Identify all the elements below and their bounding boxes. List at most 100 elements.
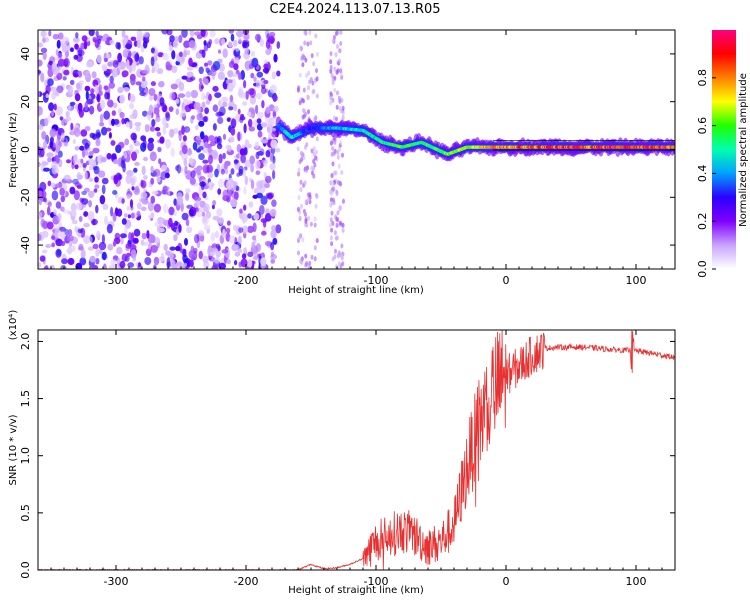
spectrogram-noise-cell: [330, 200, 334, 206]
spectrogram-noise-cell: [78, 80, 85, 85]
spectrogram-noise-cell: [148, 88, 156, 96]
spectrogram-noise-cell: [89, 236, 93, 244]
spectrogram-noise-cell: [300, 203, 303, 209]
spectrogram-noise-cell: [214, 38, 220, 45]
spectrogram-noise-cell: [296, 146, 300, 152]
spectrogram-noise-cell: [103, 110, 111, 120]
spectrogram-noise-cell: [238, 91, 246, 99]
spectrogram-noise-cell: [198, 146, 204, 151]
spectrogram-noise-cell: [198, 153, 205, 161]
spectrogram-noise-cell: [307, 215, 311, 221]
spectrogram-noise-cell: [65, 111, 70, 118]
spectrogram-noise-cell: [144, 257, 152, 265]
spectrogram-noise-cell: [234, 57, 240, 65]
spectrogram-noise-cell: [270, 258, 276, 264]
spectrogram-noise-cell: [237, 108, 241, 115]
spectrogram-noise-cell: [333, 66, 337, 72]
spectrogram-noise-cell: [136, 210, 141, 217]
spectrogram-noise-cell: [75, 82, 81, 90]
spectrogram-noise-cell: [188, 208, 194, 217]
spectrogram-noise-cell: [129, 73, 136, 82]
spectrogram-noise-cell: [298, 72, 302, 78]
y-tick-label: 0.5: [19, 504, 32, 522]
spectrogram-noise-cell: [117, 174, 123, 180]
spectrogram-noise-cell: [84, 126, 91, 132]
spectrogram-noise-cell: [256, 71, 264, 78]
spectrogram-noise-cell: [329, 51, 333, 57]
spectrogram-noise-cell: [329, 140, 333, 146]
spectrogram-noise-cell: [208, 154, 213, 165]
spectrogram-noise-cell: [65, 50, 70, 58]
spectrogram-noise-cell: [38, 124, 44, 130]
spectrogram-noise-cell: [221, 38, 226, 45]
colorbar-tick-label: 0.6: [696, 117, 709, 135]
spectrogram-noise-cell: [296, 207, 300, 213]
spectrogram-noise-cell: [250, 179, 255, 190]
spectrogram-noise-cell: [173, 234, 178, 242]
spectrogram-noise-cell: [341, 152, 344, 158]
spectrogram-noise-cell: [128, 65, 133, 74]
spectrogram-noise-cell: [94, 84, 98, 94]
spectrogram-noise-cell: [56, 39, 61, 49]
spectrogram-noise-cell: [39, 212, 43, 218]
spectrogram-noise-cell: [133, 228, 141, 237]
colorbar-gradient: [712, 30, 736, 269]
spectrogram-noise-cell: [88, 165, 94, 171]
spectrogram-noise-cell: [216, 143, 223, 150]
spectrogram-noise-cell: [38, 70, 42, 75]
spectrogram-noise-cell: [150, 195, 156, 204]
spectrogram-noise-cell: [165, 139, 172, 149]
spectrogram-noise-cell: [243, 247, 247, 253]
spectrogram-noise-cell: [218, 178, 225, 188]
spectrogram-noise-cell: [330, 241, 334, 247]
spectrogram-noise-cell: [129, 119, 133, 130]
spectrogram-noise-cell: [209, 251, 216, 257]
spectrogram-noise-cell: [298, 233, 302, 239]
spectrogram-noise-cell: [305, 73, 308, 78]
spectrogram-noise-cell: [83, 222, 90, 228]
spectrogram-noise-cell: [132, 254, 137, 262]
spectrogram-noise-cell: [200, 30, 206, 38]
spectrogram-noise-cell: [215, 243, 221, 250]
spectrogram-noise-cell: [253, 212, 260, 221]
spectrogram-noise-cell: [228, 30, 234, 34]
spectrogram-noise-cell: [119, 94, 125, 104]
spectrogram-noise-cell: [202, 164, 210, 174]
spectrogram-noise-cell: [195, 124, 199, 131]
spectrogram-noise-cell: [241, 225, 249, 234]
spectrogram-noise-cell: [342, 198, 345, 204]
spectrogram-noise-cell: [130, 175, 138, 184]
spectrogram-noise-cell: [67, 257, 75, 266]
spectrogram-noise-cell: [331, 181, 335, 187]
spectrogram-noise-cell: [121, 198, 125, 204]
spectrogram-noise-cell: [308, 260, 312, 266]
spectrogram-noise-cell: [69, 101, 76, 106]
spectrogram-noise-cell: [142, 241, 149, 246]
spectrogram-noise-cell: [91, 71, 97, 79]
spectrogram-noise-cell: [269, 84, 277, 94]
spectrogram-noise-cell: [301, 152, 305, 158]
spectrogram-noise-cell: [66, 234, 74, 242]
spectrogram-noise-cell: [306, 41, 310, 47]
spectrogram-noise-cell: [237, 248, 243, 253]
spectrogram-noise-cell: [89, 132, 96, 139]
spectrogram-noise-cell: [304, 262, 308, 268]
spectrogram-noise-cell: [242, 167, 246, 178]
y-tick-label: 0: [19, 146, 32, 153]
spectrogram-noise-cell: [138, 56, 144, 65]
spectrogram-noise-cell: [55, 144, 61, 154]
spectrogram-noise-cell: [226, 117, 232, 122]
spectrogram-noise-cell: [117, 86, 124, 94]
spectrogram-noise-cell: [242, 41, 250, 49]
spectrogram-noise-cell: [198, 230, 205, 237]
spectrogram-noise-cell: [269, 37, 275, 45]
spectrogram-noise-cell: [240, 258, 248, 268]
spectrogram-noise-cell: [106, 223, 113, 234]
spectrogram-noise-cell: [297, 195, 301, 201]
spectrogram-noise-cell: [75, 32, 79, 39]
spectrogram-noise-cell: [267, 122, 272, 128]
spectrogram-noise-cell: [212, 200, 217, 206]
spectrogram-noise-cell: [271, 130, 278, 138]
spectrogram-noise-cell: [38, 142, 41, 147]
spectrogram-noise-cell: [129, 144, 134, 153]
